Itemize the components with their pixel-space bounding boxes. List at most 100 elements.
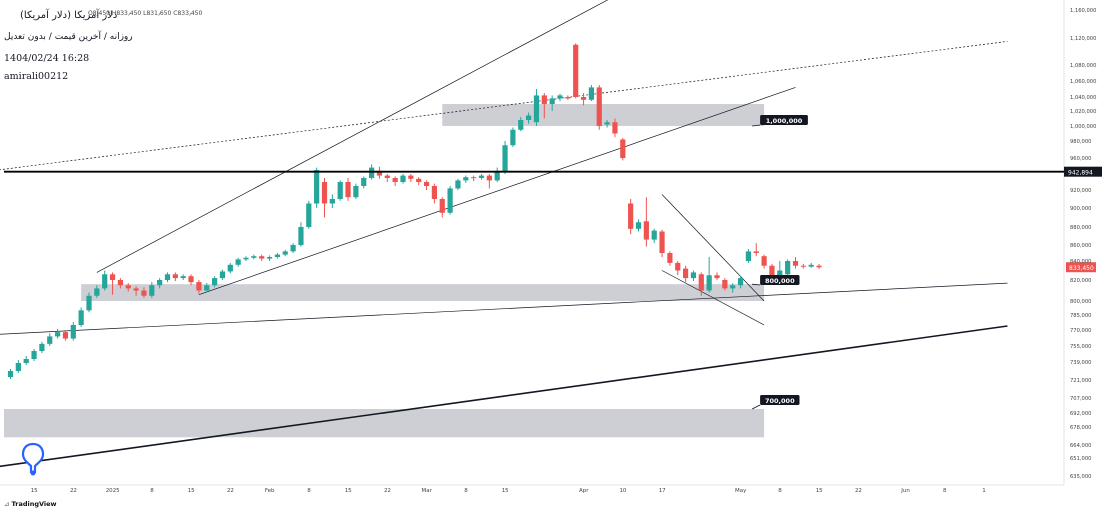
candle-body: [15, 363, 21, 371]
price-tick-label: 770,000: [1070, 328, 1091, 334]
time-tick-label: 2025: [106, 488, 120, 494]
candle-body: [675, 262, 681, 271]
candle-body: [706, 275, 712, 291]
price-tick-label: 840,000: [1070, 259, 1091, 265]
candle-body: [816, 265, 822, 268]
price-label-box: [760, 275, 800, 285]
candle-body: [431, 186, 437, 199]
candle-body: [133, 288, 139, 291]
candle-body: [651, 230, 657, 240]
candle-body: [70, 325, 76, 339]
time-tick-label: Apr: [579, 488, 589, 494]
candle-body: [643, 221, 649, 240]
trendline: [661, 270, 765, 326]
price-tick-label: 755,000: [1070, 344, 1091, 350]
candle-body: [227, 264, 233, 272]
candle-body: [117, 280, 123, 286]
candle-body: [149, 285, 155, 296]
horizontal-level: 942,894 833,450: [4, 166, 1102, 273]
price-tick-label: 785,000: [1070, 313, 1091, 319]
candle-body: [730, 285, 736, 289]
candle-body: [172, 274, 178, 279]
candle-body: [761, 256, 767, 266]
price-tick-label: 1,120,000: [1070, 36, 1096, 42]
candle-body: [400, 175, 406, 182]
price-label-pointer: [752, 283, 761, 286]
candle-body: [47, 336, 53, 344]
price-tick-label: 651,000: [1070, 456, 1091, 462]
time-tick-label: 8: [464, 488, 468, 494]
price-tick-label: 1,060,000: [1070, 79, 1096, 85]
price-tick-label: 721,000: [1070, 378, 1091, 384]
time-tick-label: Mar: [422, 488, 433, 494]
candle-body: [408, 175, 414, 179]
candle-body: [188, 276, 194, 283]
price-tick-label: 635,000: [1070, 474, 1091, 480]
candle-body: [486, 175, 492, 181]
candle-body: [78, 310, 84, 325]
flag-marker-icon[interactable]: [19, 442, 47, 476]
time-tick-label: May: [735, 488, 747, 494]
price-tick-label: 960,000: [1070, 156, 1091, 162]
price-tick-label: 980,000: [1070, 139, 1091, 145]
candle-body: [416, 178, 422, 182]
candle-body: [164, 274, 171, 280]
level-price-tag: [1064, 166, 1102, 177]
price-label-pointer: [752, 124, 761, 127]
candle-body: [596, 87, 602, 126]
logo-mark-icon: ⊿: [4, 500, 12, 508]
candle-body: [785, 261, 791, 275]
candle-body: [55, 332, 61, 337]
candle-body: [635, 222, 642, 229]
zone-rect: [81, 284, 765, 301]
level-labels: 1,000,000 800,000 700,000: [751, 115, 808, 410]
candle-body: [439, 199, 445, 213]
price-label-text: 1,000,000: [766, 117, 803, 125]
candle-body: [369, 167, 375, 178]
price-tick-label: 800,000: [1070, 299, 1091, 305]
candle-body: [266, 257, 273, 259]
candle-body: [792, 261, 799, 266]
candle-body: [321, 182, 328, 204]
trendline: [96, 0, 609, 273]
candle-body: [196, 282, 202, 291]
time-tick-label: 8: [943, 488, 947, 494]
time-tick-label: 22: [384, 488, 391, 494]
candle-body: [533, 95, 540, 123]
candle-body: [392, 178, 398, 182]
price-tick-label: 860,000: [1070, 243, 1091, 249]
zone-rect: [4, 409, 765, 438]
last-price-text: 833,450: [1069, 265, 1094, 272]
chart-subtitle: روزانه / آخرین قیمت / بدون تعدیل: [4, 32, 133, 42]
candle-body: [463, 177, 469, 181]
candle-body: [447, 188, 453, 213]
candle-body: [298, 227, 304, 245]
candle-body: [329, 199, 335, 204]
candle-body: [777, 270, 783, 276]
time-tick-label: 15: [502, 488, 509, 494]
candle-body: [290, 245, 296, 252]
candle-body: [690, 272, 697, 279]
time-tick-label: 22: [227, 488, 234, 494]
candle-body: [549, 98, 555, 104]
candle-body: [580, 97, 587, 100]
author-name: amirali00212: [4, 71, 69, 82]
price-tick-label: 1,020,000: [1070, 109, 1096, 115]
candle-body: [109, 274, 116, 280]
candle-body: [62, 332, 69, 339]
candle-body: [423, 182, 430, 186]
price-label-box: [760, 115, 808, 125]
price-tick-label: 1,000,000: [1070, 124, 1096, 130]
candle-body: [31, 351, 37, 359]
trendline: [0, 282, 1008, 335]
price-axis[interactable]: 635,000 651,000 664,000 678,000 692,000 707,0…: [1070, 8, 1096, 480]
candle-body: [251, 256, 257, 258]
candle-body: [518, 120, 524, 130]
candle-body: [204, 285, 210, 291]
time-tick-label: 17: [659, 488, 666, 494]
trendlines: [0, 0, 1008, 468]
candle-body: [86, 295, 92, 311]
time-axis[interactable]: 15 22 2025 8 15 22 Feb 8 15 22 Mar 8 15 Apr 10 17 May 8 15…: [31, 488, 986, 494]
candle-body: [620, 139, 626, 158]
